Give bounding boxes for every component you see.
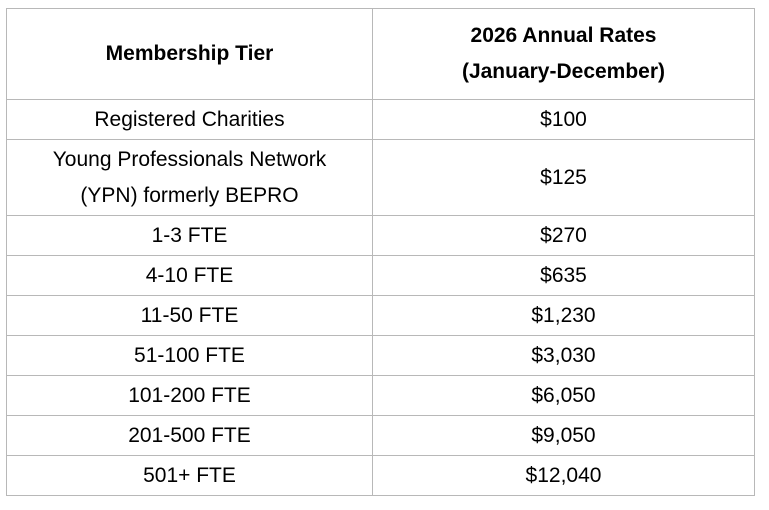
tier-cell: Registered Charities <box>6 99 373 140</box>
rate-cell: $9,050 <box>372 415 755 456</box>
header-annual-rates-title: 2026 Annual Rates <box>470 24 657 47</box>
tier-cell-line: (YPN) formerly BEPRO <box>80 183 299 207</box>
rate-cell: $125 <box>372 139 755 216</box>
header-annual-rates-period: (January-December) <box>461 60 666 83</box>
tier-cell: Young Professionals Network (YPN) former… <box>6 139 373 216</box>
tier-cell: 101-200 FTE <box>6 375 373 416</box>
tier-cell: 501+ FTE <box>6 455 373 496</box>
tier-cell: 11-50 FTE <box>6 295 373 336</box>
table-header-row: Membership Tier 2026 Annual Rates (Janua… <box>6 8 755 100</box>
table-row: Young Professionals Network (YPN) former… <box>6 139 755 216</box>
table-row: 51-100 FTE $3,030 <box>6 335 755 376</box>
table-row: 201-500 FTE $9,050 <box>6 415 755 456</box>
rate-cell: $270 <box>372 215 755 256</box>
table-row: 1-3 FTE $270 <box>6 215 755 256</box>
table-row: 501+ FTE $12,040 <box>6 455 755 496</box>
rate-cell: $3,030 <box>372 335 755 376</box>
rate-cell: $1,230 <box>372 295 755 336</box>
tier-cell: 201-500 FTE <box>6 415 373 456</box>
rate-cell: $100 <box>372 99 755 140</box>
membership-rates-table: Membership Tier 2026 Annual Rates (Janua… <box>6 8 755 496</box>
table-row: Registered Charities $100 <box>6 99 755 140</box>
rate-cell: $635 <box>372 255 755 296</box>
table-row: 4-10 FTE $635 <box>6 255 755 296</box>
table-row: 101-200 FTE $6,050 <box>6 375 755 416</box>
header-annual-rates: 2026 Annual Rates (January-December) <box>372 8 755 100</box>
table-row: 11-50 FTE $1,230 <box>6 295 755 336</box>
tier-cell-line: Young Professionals Network <box>52 147 327 171</box>
rate-cell: $12,040 <box>372 455 755 496</box>
rate-cell: $6,050 <box>372 375 755 416</box>
header-membership-tier: Membership Tier <box>6 8 373 100</box>
tier-cell: 4-10 FTE <box>6 255 373 296</box>
tier-cell: 51-100 FTE <box>6 335 373 376</box>
tier-cell: 1-3 FTE <box>6 215 373 256</box>
